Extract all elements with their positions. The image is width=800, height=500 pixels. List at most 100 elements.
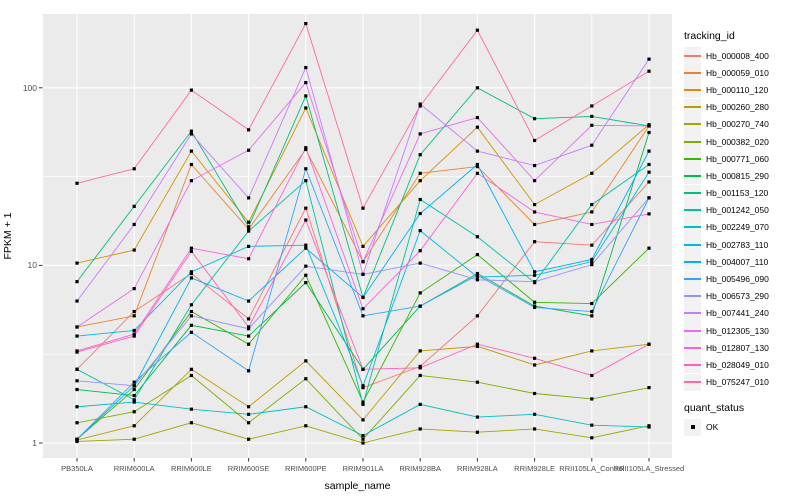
data-point [647,196,651,200]
data-point [75,261,79,265]
data-point [418,261,422,265]
legend-item: Hb_007441_240 [684,304,798,322]
data-point [418,229,422,233]
data-point [647,69,651,73]
legend-item-label: Hb_005496_090 [706,274,769,285]
data-point [304,65,308,70]
data-point [475,344,479,348]
data-point [247,128,251,132]
data-point [475,278,479,282]
data-point [304,147,308,151]
data-point [647,425,651,429]
data-point [132,387,136,392]
data-point [75,405,79,409]
data-point [75,350,79,354]
data-point [590,301,594,306]
data-point [75,280,79,284]
data-point [304,146,308,150]
data-point [590,260,594,264]
data-point [247,196,251,200]
legend-item: Hb_000008_400 [684,47,798,65]
legend-key-swatch [684,150,701,168]
legend-item-label: OK [706,422,719,433]
data-point [304,21,308,26]
legend-item-label: Hb_075247_010 [706,377,769,388]
data-point [475,235,479,239]
legend-key-swatch [684,184,701,202]
data-point [304,94,308,98]
data-point [590,143,594,147]
legend-key-swatch [684,253,701,271]
data-point [418,366,422,370]
legend-item: Hb_004007_110 [684,253,798,271]
data-point [304,377,308,381]
data-point [590,423,594,427]
data-point [189,314,193,318]
legend-key-swatch [684,81,701,99]
x-tick-label: RRIM901LA [342,464,384,473]
data-point [361,272,365,276]
data-point [590,104,594,108]
x-axis-title: sample_name [324,480,391,492]
legend-key-swatch [684,133,701,151]
y-tick-label: 1 [32,438,37,448]
legend-key-swatch [684,47,701,65]
data-point [247,257,251,261]
data-point [189,330,193,334]
legend-title-quant-status: quant_status [684,401,745,414]
data-point [533,163,537,168]
legend-item: Hb_001242_050 [684,201,798,219]
legend-item-label: Hb_012305_130 [706,325,769,336]
legend-key-swatch [684,270,701,288]
data-point [361,307,365,311]
legend-tracking-items: Hb_000008_400 Hb_000059_010 Hb_000110_12… [684,47,798,391]
data-point [418,349,422,353]
legend-item: Hb_002783_110 [684,236,798,254]
data-point [189,162,193,167]
data-point [590,114,594,119]
data-point [533,391,537,396]
data-point [361,206,365,210]
data-point [304,359,308,363]
legend-item: Hb_005496_090 [684,270,798,288]
legend-item-label: Hb_000771_060 [706,153,769,164]
legend-item: Hb_000059_010 [684,64,798,82]
data-point [132,332,136,336]
series-color-line-icon [684,88,701,91]
data-point [647,170,651,174]
legend-item: Hb_000815_290 [684,167,798,185]
legend-key-swatch [684,356,701,374]
data-point [132,314,136,318]
legend-item: Hb_006573_290 [684,287,798,305]
data-point [189,421,193,425]
data-point [132,248,136,252]
data-point [533,273,537,277]
legend-title-tracking-id: tracking_id [684,30,735,42]
legend-key-swatch [684,418,701,436]
legend-item-label: Hb_000110_120 [706,84,769,95]
data-point [590,202,594,207]
data-point [247,225,251,229]
data-point [247,227,251,231]
data-point [189,149,193,153]
data-point [475,125,479,129]
data-point [475,380,479,384]
data-point [132,424,136,428]
series-color-line-icon [684,157,701,160]
data-point [247,421,251,425]
data-point [304,80,308,85]
legend-item-label: Hb_012807_130 [706,342,769,353]
legend-quant-section: quant_status OK [684,402,798,436]
data-point [304,179,308,183]
data-point [132,287,136,291]
data-point [189,132,193,136]
data-point [247,244,251,248]
data-point [533,202,537,207]
data-point [647,149,651,153]
data-point [247,327,251,331]
data-point [475,149,479,153]
data-point [189,179,193,183]
data-point [75,299,79,303]
x-tick-label: RRIM600PE [284,464,327,473]
data-point [475,342,479,346]
